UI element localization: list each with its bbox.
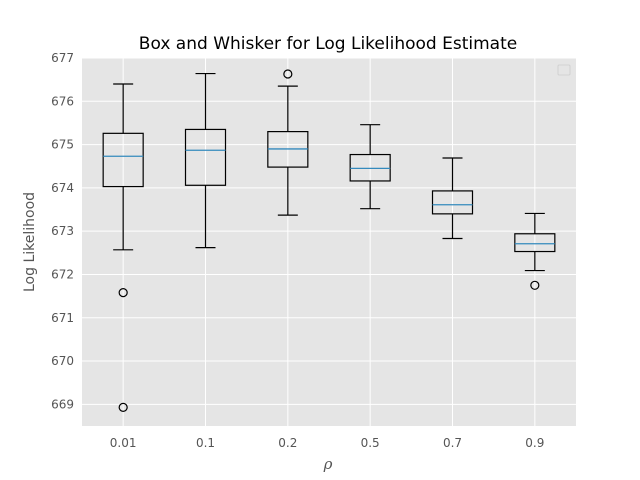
box-0.01 [102,83,144,412]
box-0.7 [431,157,474,240]
y-tick-label: 672 [51,267,74,281]
y-tick-label: 675 [51,138,74,152]
x-tick-labels: 0.01 0.1 0.2 0.5 0.7 0.9 [110,436,545,450]
plot-area [82,58,576,426]
outlier-point [283,69,293,79]
x-tick-label: 0.5 [361,436,380,450]
x-tick-label: 0.9 [525,436,544,450]
x-axis-label: ρ [323,455,333,473]
legend-box [557,64,571,76]
x-tick-label: 0.2 [278,436,297,450]
chart-title: Box and Whisker for Log Likelihood Estim… [139,34,517,54]
y-tick-label: 670 [51,354,74,368]
iqr-box [184,128,227,186]
x-tick-label: 0.7 [443,436,462,450]
outlier-point [530,280,540,290]
box-0.1 [184,72,227,249]
iqr-box [514,233,556,253]
y-axis-label: Log Likelihood [22,192,38,292]
iqr-box [431,190,474,215]
outlier-point [118,288,128,298]
box-0.2 [267,69,309,216]
boxes-group [102,69,556,412]
y-tick-label: 669 [51,397,74,411]
box-0.9 [514,212,556,290]
y-gridlines [82,57,576,405]
y-tick-labels: 669 670 671 672 673 674 675 676 677 [51,51,74,411]
x-tick-label: 0.1 [196,436,215,450]
y-tick-label: 676 [51,94,74,108]
outlier-point [118,402,128,412]
y-tick-label: 677 [51,51,74,65]
x-tick-label: 0.01 [110,436,137,450]
y-tick-label: 674 [51,181,74,195]
y-tick-label: 673 [51,224,74,238]
box-0.5 [349,124,391,210]
iqr-box [102,132,144,188]
y-tick-label: 671 [51,311,74,325]
